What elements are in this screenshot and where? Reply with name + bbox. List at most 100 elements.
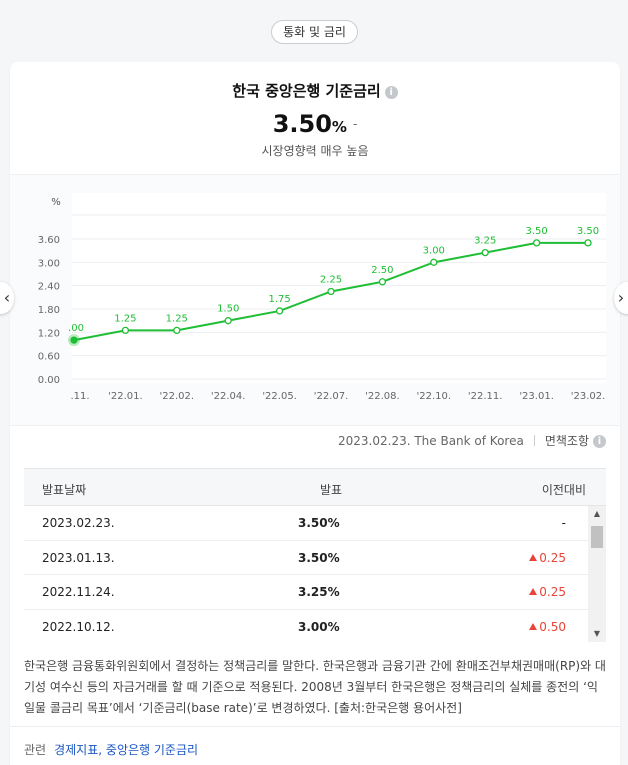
table-header: 발표날짜 발표 이전대비 <box>24 468 606 506</box>
y-tick-label: 3.60 <box>38 235 60 246</box>
related-link-central-bank-rate[interactable]: 중앙은행 기준금리 <box>105 743 199 757</box>
row-diff-value: 0.25 <box>539 550 566 565</box>
category-pill[interactable]: 통화 및 금리 <box>271 20 358 44</box>
data-label: 1.75 <box>268 294 290 305</box>
header-diff: 이전대비 <box>541 483 586 497</box>
rate-line-chart: % 0.00 0.60 1.20 1.80 2.40 3.00 3.60 .11. '22.01.… <box>38 193 606 402</box>
indicator-description: 한국은행 금융통화위원회에서 결정하는 정책금리를 말한다. 한국은행과 금융기… <box>24 659 606 715</box>
row-value: 3.00% <box>298 619 340 634</box>
up-triangle-icon <box>529 588 538 595</box>
related-link-economic-indicators[interactable]: 경제지표 <box>54 743 99 757</box>
indicator-title-row: 한국 중앙은행 기준금리 i <box>10 80 620 101</box>
data-point <box>224 317 232 325</box>
data-label: 3.50 <box>577 226 599 237</box>
y-axis-label: % <box>51 197 61 208</box>
up-triangle-icon <box>529 553 538 561</box>
history-table: 발표날짜 발표 이전대비 2023.02.23. 3.50% - 2023.01.13… <box>24 468 606 642</box>
plot-background <box>72 193 606 383</box>
row-date: 2022.10.12. <box>42 619 115 634</box>
row-date: 2023.02.23. <box>42 516 115 530</box>
y-tick-label: 2.40 <box>38 282 60 293</box>
row-diff-value: 0.50 <box>539 619 566 634</box>
x-tick-label: '22.02. <box>160 391 195 402</box>
divider <box>533 435 535 446</box>
up-triangle-icon <box>529 622 538 630</box>
table-scrollbar[interactable]: ▲ ▼ <box>588 506 606 642</box>
scroll-down-icon[interactable]: ▼ <box>593 629 601 638</box>
disclaimer-link[interactable]: 면책조항 <box>544 434 589 448</box>
disclaimer-info-icon[interactable]: i <box>593 435 606 448</box>
y-tick-label: 0.60 <box>38 352 60 363</box>
source-row: 2023.02.23. The Bank of Korea 면책조항 i <box>338 432 606 449</box>
data-point <box>378 278 387 286</box>
current-rate-unit: % <box>331 118 347 136</box>
x-tick-label: '22.10. <box>417 391 452 402</box>
next-arrow-icon[interactable]: › <box>614 282 628 314</box>
table-row: 2022.11.24. 3.25% 0.25 <box>24 575 606 610</box>
indicator-title: 한국 중앙은행 기준금리 <box>232 82 381 100</box>
rate-change: - <box>352 117 358 131</box>
row-diff: 0.25 <box>529 551 566 565</box>
scroll-up-icon[interactable]: ▲ <box>593 509 601 518</box>
header-date: 발표날짜 <box>42 483 87 497</box>
current-rate-value: 3.50 <box>272 110 332 138</box>
y-tick-label: 1.20 <box>38 328 60 339</box>
data-point <box>173 326 181 335</box>
data-point <box>327 287 335 296</box>
row-value: 3.50% <box>298 516 340 530</box>
header-value: 발표 <box>320 483 343 497</box>
y-tick-label: 3.00 <box>38 258 60 269</box>
row-diff: 0.50 <box>529 620 566 634</box>
data-point <box>121 326 130 335</box>
row-diff-value: 0.25 <box>539 585 566 599</box>
current-rate-row: 3.50% - <box>10 110 620 138</box>
data-label: 3.00 <box>423 245 445 256</box>
data-label: 1.50 <box>217 304 239 315</box>
row-date: 2023.01.13. <box>42 550 115 565</box>
data-point <box>584 239 592 247</box>
data-point <box>275 307 284 315</box>
row-value: 3.25% <box>298 585 340 599</box>
indicator-card: 한국 중앙은행 기준금리 i 3.50% - 시장영향력 매우 높음 % 0.00 0.… <box>10 62 620 765</box>
y-tick-label: 0.00 <box>38 375 60 386</box>
data-label: 2.50 <box>371 265 393 276</box>
x-tick-label: '22.04. <box>211 391 246 402</box>
row-date: 2022.11.24. <box>42 585 115 599</box>
related-links: 관련 경제지표, 중앙은행 기준금리 <box>10 726 620 765</box>
row-diff: - <box>562 516 566 530</box>
x-tick-label: '23.02. <box>571 391 606 402</box>
related-label: 관련 <box>24 743 47 757</box>
data-point <box>70 336 78 344</box>
x-tick-label: '22.01. <box>108 391 143 402</box>
table-row: 2023.01.13. 3.50% 0.25 <box>24 541 606 575</box>
x-tick-label: '22.08. <box>365 391 400 402</box>
data-label: 1.25 <box>166 313 188 324</box>
source-text: 2023.02.23. The Bank of Korea <box>338 434 524 448</box>
row-value: 3.50% <box>298 550 340 565</box>
x-tick-label: '22.07. <box>314 391 349 402</box>
x-tick-label: '22.05. <box>262 391 297 402</box>
data-label: .00 <box>68 323 84 334</box>
data-point <box>481 248 489 257</box>
market-influence: 시장영향력 매우 높음 <box>261 144 369 158</box>
data-label: 2.25 <box>320 275 342 286</box>
prev-arrow-icon[interactable]: ‹ <box>0 282 14 314</box>
row-diff: 0.25 <box>529 585 566 599</box>
row-diff-value: - <box>561 516 566 530</box>
data-label: 3.50 <box>525 226 547 237</box>
data-label: 1.25 <box>114 313 136 324</box>
table-body[interactable]: 2023.02.23. 3.50% -2023.01.13. 3.50% 0.25 202… <box>24 506 606 642</box>
related-separator: , <box>98 743 106 757</box>
y-tick-label: 1.80 <box>38 305 60 316</box>
data-point <box>532 239 541 247</box>
rate-chart: % 0.00 0.60 1.20 1.80 2.40 3.00 3.60 .11. '22.01.… <box>10 174 620 426</box>
data-point <box>430 258 438 266</box>
x-tick-label: '23.01. <box>519 391 554 402</box>
x-tick-label: '22.11. <box>468 391 503 402</box>
data-label: 3.25 <box>474 236 496 247</box>
table-row: 2022.10.12. 3.00% 0.50 <box>24 610 606 643</box>
table-row: 2023.02.23. 3.50% - <box>24 506 606 541</box>
scroll-thumb[interactable] <box>591 526 603 548</box>
info-icon[interactable]: i <box>384 86 398 99</box>
x-tick-label: .11. <box>70 391 89 402</box>
